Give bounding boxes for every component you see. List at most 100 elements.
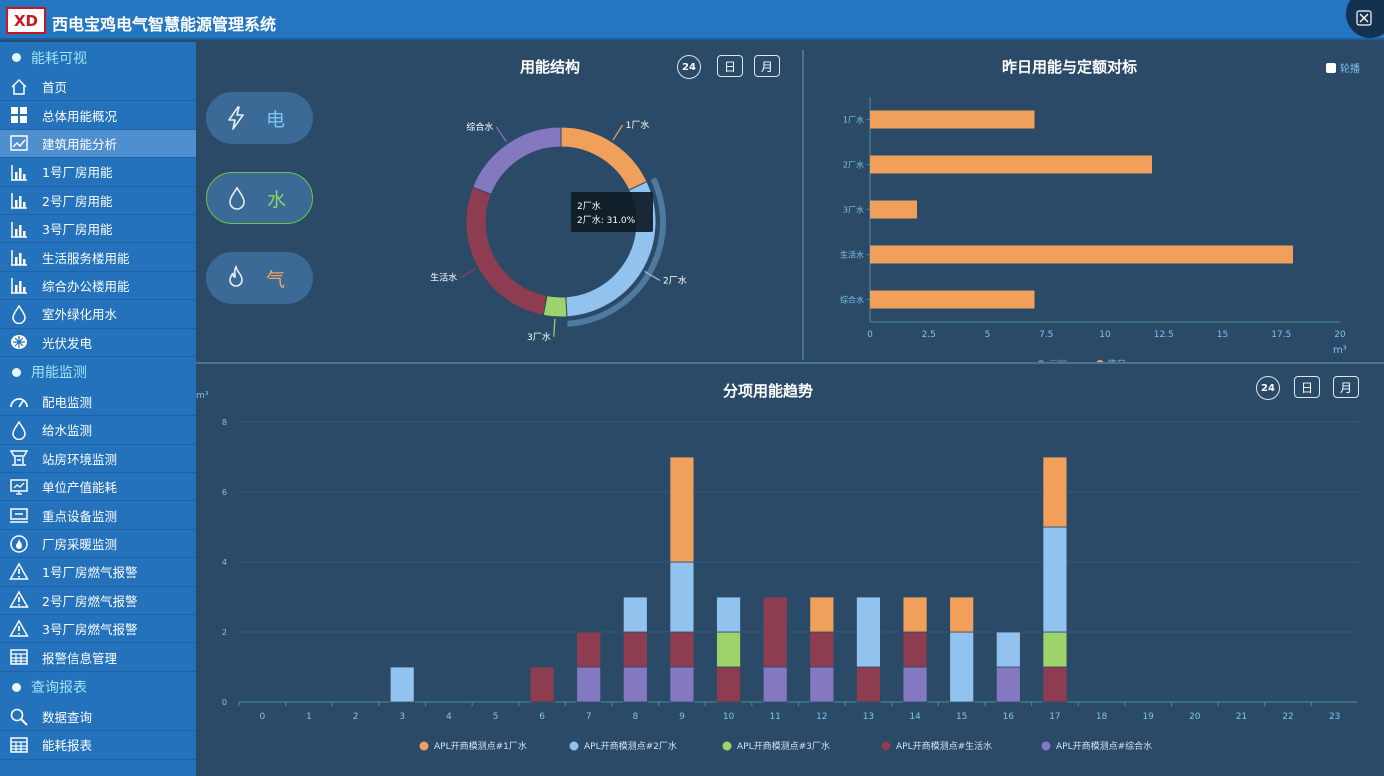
structure-month-button[interactable]: 月: [754, 55, 780, 77]
bar-icon: [8, 219, 30, 239]
stack-bar-17-4[interactable]: [1042, 456, 1068, 528]
sidebar-item-label: 建筑用能分析: [42, 136, 118, 152]
sidebar-item-visual-8[interactable]: 室外绿化用水: [0, 300, 196, 329]
stack-bar-15-4[interactable]: [949, 596, 975, 633]
sidebar-item-label: 2号厂房用能: [42, 193, 113, 209]
sidebar-item-monitor-8[interactable]: 3号厂房燃气报警: [0, 615, 196, 644]
stack-bar-8-1[interactable]: [622, 631, 648, 668]
sidebar-item-monitor-7[interactable]: 2号厂房燃气报警: [0, 587, 196, 616]
grid-icon: [8, 105, 30, 125]
sidebar-item-query-1[interactable]: 能耗报表: [0, 731, 196, 760]
stack-bar-16-3[interactable]: [995, 631, 1021, 668]
stack-bar-10-3[interactable]: [716, 596, 741, 633]
structure-day-button[interactable]: 日: [717, 55, 743, 77]
stack-bar-8-0[interactable]: [622, 666, 648, 703]
section-energy-monitoring[interactable]: 用能监测: [0, 357, 196, 388]
sidebar-item-visual-6[interactable]: 生活服务楼用能: [0, 243, 196, 272]
stack-bar-9-1[interactable]: [669, 631, 695, 668]
panel-divider-vertical: [802, 50, 804, 360]
stack-bar-15-3[interactable]: [949, 631, 975, 703]
sidebar-item-visual-9[interactable]: 光伏发电: [0, 329, 196, 357]
sidebar-item-monitor-4[interactable]: 重点设备监测: [0, 501, 196, 530]
stack-bar-17-3[interactable]: [1042, 526, 1068, 633]
sidebar-item-label: 2号厂房燃气报警: [42, 593, 138, 609]
sidebar-item-monitor-6[interactable]: 1号厂房燃气报警: [0, 558, 196, 587]
trend-month-button[interactable]: 月: [1333, 376, 1359, 398]
stack-bar-13-1[interactable]: [856, 666, 881, 703]
sidebar-item-visual-7[interactable]: 综合办公楼用能: [0, 272, 196, 301]
checkbox-icon: [1326, 62, 1336, 73]
stack-bar-9-4[interactable]: [669, 456, 695, 563]
donut-leader-line: [553, 318, 556, 337]
gauge-icon: [8, 392, 30, 412]
sidebar-item-monitor-2[interactable]: 站房环境监测: [0, 445, 196, 474]
stack-bar-7-0[interactable]: [576, 666, 602, 703]
water-button[interactable]: 水: [206, 172, 313, 224]
section-dot-icon: [12, 367, 21, 377]
x-tick-label: 18: [1096, 712, 1108, 722]
stack-bar-16-0[interactable]: [995, 666, 1021, 703]
section-energy-visual[interactable]: 能耗可视: [0, 42, 196, 73]
bar-yesterday-3[interactable]: [870, 245, 1293, 264]
solar-icon: [8, 332, 30, 352]
bar-yesterday-0[interactable]: [870, 110, 1035, 129]
section-query-report[interactable]: 查询报表: [0, 672, 196, 703]
stack-bar-12-0[interactable]: [809, 666, 835, 703]
search-icon: [8, 707, 30, 727]
x-tick-label: 20: [1334, 330, 1346, 340]
structure-24h-button[interactable]: 24: [677, 55, 701, 79]
x-tick-label: 22: [1282, 712, 1293, 722]
sidebar-item-visual-5[interactable]: 3号厂房用能: [0, 215, 196, 244]
sidebar-item-monitor-1[interactable]: 给水监测: [0, 416, 196, 445]
stack-bar-10-1[interactable]: [716, 666, 741, 703]
stack-bar-8-3[interactable]: [622, 596, 648, 633]
sidebar-item-visual-3[interactable]: 1号厂房用能: [0, 158, 196, 187]
y-tick-label: 生活水: [840, 250, 864, 260]
bar-yesterday-2[interactable]: [870, 200, 917, 219]
x-tick-label: 17: [1049, 712, 1060, 722]
sidebar-item-monitor-3[interactable]: 单位产值能耗: [0, 473, 196, 502]
sidebar-item-visual-4[interactable]: 2号厂房用能: [0, 187, 196, 215]
stack-bar-17-1[interactable]: [1042, 666, 1068, 703]
stack-bar-9-3[interactable]: [669, 561, 695, 633]
stack-bar-10-2[interactable]: [716, 631, 741, 668]
trend-day-button[interactable]: 日: [1294, 376, 1320, 398]
trend-24h-button[interactable]: 24: [1256, 376, 1280, 400]
stack-bar-3-3[interactable]: [389, 666, 415, 703]
stack-bar-9-0[interactable]: [669, 666, 695, 703]
stack-bar-11-0[interactable]: [762, 666, 788, 703]
sidebar-item-query-0[interactable]: 数据查询: [0, 703, 196, 732]
donut-slice-3[interactable]: [465, 186, 548, 316]
stack-bar-7-1[interactable]: [576, 631, 602, 668]
stack-bar-17-2[interactable]: [1042, 631, 1068, 668]
stack-bar-11-1[interactable]: [762, 596, 788, 668]
sidebar-item-monitor-5[interactable]: 厂房采暖监测: [0, 530, 196, 559]
bar-yesterday-4[interactable]: [870, 290, 1035, 309]
x-tick-label: 0: [259, 712, 265, 722]
stack-bar-14-0[interactable]: [902, 666, 928, 703]
legend-dot: [419, 741, 429, 751]
stack-bar-12-4[interactable]: [809, 596, 835, 633]
gas-button[interactable]: 气: [206, 252, 313, 304]
x-tick-label: 10: [723, 712, 735, 722]
bar-yesterday-1[interactable]: [870, 155, 1152, 174]
donut-slice-4[interactable]: [472, 126, 562, 196]
sidebar-item-label: 首页: [42, 80, 68, 96]
electric-button[interactable]: 电: [206, 92, 313, 144]
sidebar-item-visual-0[interactable]: 首页: [0, 73, 196, 102]
section-label: 查询报表: [31, 680, 87, 697]
stack-bar-12-1[interactable]: [809, 631, 835, 668]
sidebar-item-monitor-9[interactable]: 报警信息管理: [0, 643, 196, 672]
close-button[interactable]: [1346, 0, 1384, 38]
stack-bar-6-1[interactable]: [529, 666, 555, 703]
stack-bar-14-1[interactable]: [902, 631, 928, 668]
sidebar-item-visual-2[interactable]: 建筑用能分析: [0, 129, 196, 159]
sidebar-item-visual-1[interactable]: 总体用能概况: [0, 101, 196, 130]
stack-bar-14-4[interactable]: [902, 596, 928, 633]
x-tick-label: 10: [1099, 330, 1111, 340]
section-dot-icon: [12, 53, 21, 62]
donut-slice-0[interactable]: [560, 126, 648, 191]
carousel-toggle[interactable]: 轮播: [1326, 60, 1360, 75]
stack-bar-13-3[interactable]: [856, 596, 881, 668]
sidebar-item-monitor-0[interactable]: 配电监测: [0, 388, 196, 417]
